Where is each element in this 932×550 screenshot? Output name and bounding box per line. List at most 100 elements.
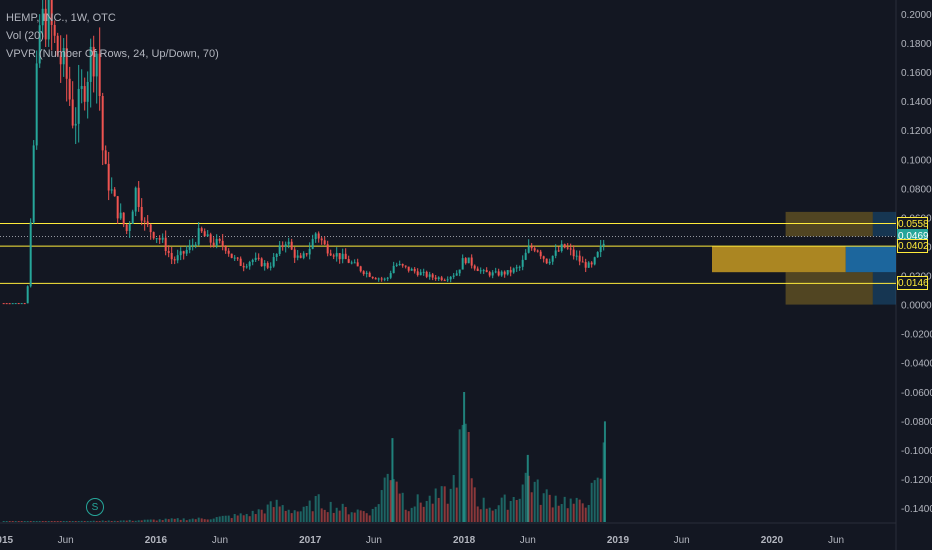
candle-body (557, 250, 560, 252)
x-tick-label: 2020 (761, 535, 784, 546)
volume-bar (347, 514, 350, 522)
volume-bar (191, 518, 194, 522)
candle-body (260, 258, 263, 267)
volume-bar (461, 424, 464, 522)
volume-bar (560, 504, 563, 522)
volume-bar (383, 477, 386, 522)
candle-body (110, 189, 113, 191)
volume-bar (101, 520, 104, 522)
volume-bar (218, 516, 221, 522)
candle-body (53, 24, 56, 36)
volume-bar (23, 521, 26, 522)
candle-body (203, 231, 206, 237)
candle-body (596, 252, 599, 258)
volume-bar (356, 509, 359, 522)
volume-bar (569, 498, 572, 522)
volume-bar (434, 488, 437, 522)
volume-bar (248, 516, 251, 522)
volume-bar (443, 486, 446, 522)
candle-body (587, 262, 590, 268)
volume-bar (272, 507, 275, 522)
candle-body (182, 251, 185, 254)
candlesticks (2, 0, 605, 305)
volume-bar (92, 520, 95, 522)
candle-body (599, 245, 602, 253)
volume-bar (509, 500, 512, 522)
candle-body (230, 253, 233, 258)
candle-body (530, 246, 533, 249)
volume-bar (464, 423, 467, 522)
candle-body (38, 25, 41, 64)
volume-bar (593, 480, 596, 522)
volume-bar (116, 521, 119, 522)
candle-body (380, 278, 383, 280)
candle-body (146, 221, 149, 225)
volume-bar (182, 518, 185, 522)
volume-bar (2, 521, 5, 522)
candle-body (293, 249, 296, 258)
volume-bar (512, 496, 515, 522)
candle-body (227, 250, 230, 254)
split-marker[interactable]: S (86, 498, 104, 516)
volume-bar (572, 503, 575, 522)
volume-bar (53, 521, 56, 522)
candle-body (95, 53, 98, 77)
candle-body (392, 265, 395, 274)
volume-bar (8, 521, 11, 522)
candle-body (485, 270, 488, 273)
volume-bar (359, 510, 362, 522)
volume-bar (404, 509, 407, 522)
volume-bar (41, 521, 44, 522)
volume-bar (68, 521, 71, 522)
candle-body (341, 253, 344, 260)
candle-body (560, 244, 563, 251)
volume-bar (35, 521, 38, 522)
candle-body (356, 262, 359, 267)
volume-bar (581, 503, 584, 522)
volume-bar (137, 520, 140, 522)
candle-body (578, 255, 581, 262)
volume-bar (317, 494, 320, 522)
vpvr-down-bar (785, 211, 873, 224)
volume-bar (446, 503, 449, 522)
volume-bar (212, 518, 215, 522)
candle-body (482, 270, 485, 272)
volume-bar (368, 515, 371, 522)
candle-body (563, 244, 566, 248)
candle-body (332, 255, 335, 257)
candle-body (524, 252, 527, 260)
candle-body (68, 78, 71, 100)
volume-bar (293, 510, 296, 522)
volume-bar (335, 507, 338, 522)
volume-bar (515, 499, 518, 522)
volume-bar (419, 502, 422, 522)
candle-body (440, 277, 443, 281)
candle-body (395, 264, 398, 266)
volume-bar (392, 479, 395, 522)
volume-bar (263, 513, 266, 522)
volume-bar (311, 511, 314, 522)
candle-body (167, 250, 170, 253)
y-tick-label: 0.1200 (901, 126, 932, 137)
volume-bar (62, 521, 65, 522)
candle-body (407, 266, 410, 271)
volume-bar (119, 520, 122, 522)
candle-body (515, 267, 518, 269)
volume-bar (449, 488, 452, 522)
time-axis: 2015 Jun 2016 Jun 2017 Jun 2018 Jun 2019 Jun 2020 J… (0, 535, 844, 546)
volume-bar (44, 521, 47, 522)
volume-bar (170, 518, 173, 522)
candle-body (200, 228, 203, 232)
candle-body (104, 150, 107, 164)
volume-bar (113, 520, 116, 522)
volume-bar (227, 515, 230, 522)
candle-body (296, 255, 299, 258)
candle-body (551, 255, 554, 262)
volume-bar (233, 514, 236, 522)
candle-body (536, 250, 539, 252)
volume-bar (275, 499, 278, 522)
candle-body (2, 303, 5, 305)
candle-body (368, 272, 371, 277)
volume-bar (215, 517, 218, 522)
